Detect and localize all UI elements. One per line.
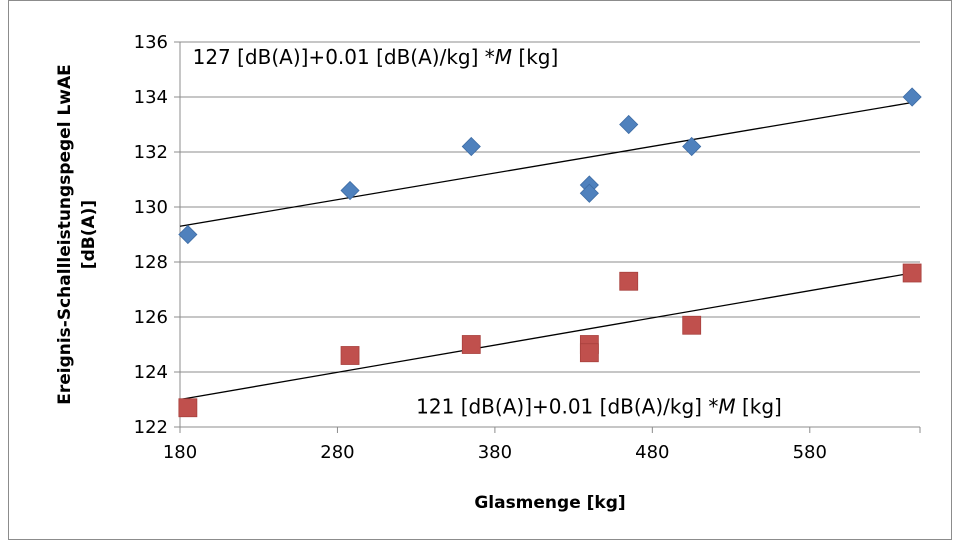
diamond-point bbox=[340, 180, 360, 201]
annotations: 127 [dB(A)]+0.01 [dB(A)/kg] *M [kg]121 [… bbox=[193, 45, 782, 418]
equation-text: 127 [dB(A)]+0.01 [dB(A)/kg] * bbox=[193, 45, 495, 69]
y-tick-label: 126 bbox=[134, 307, 168, 328]
diamond-point bbox=[178, 224, 198, 245]
trend-line-1 bbox=[179, 101, 913, 227]
x-tick-label: 180 bbox=[163, 442, 197, 463]
equation-variable: M bbox=[718, 394, 735, 418]
square-point bbox=[902, 263, 922, 283]
equation-variable: M bbox=[495, 45, 512, 69]
y-tick-label: 136 bbox=[134, 32, 168, 53]
trend-equation-2: 121 [dB(A)]+0.01 [dB(A)/kg] *M [kg] bbox=[416, 394, 782, 418]
equation-text: 121 [dB(A)]+0.01 [dB(A)/kg] * bbox=[416, 394, 718, 418]
diamond-point bbox=[619, 114, 639, 135]
y-tick-label: 132 bbox=[134, 142, 168, 163]
square-point bbox=[461, 335, 481, 354]
square-point bbox=[579, 343, 599, 363]
square-point bbox=[340, 346, 360, 365]
grid-lines bbox=[180, 41, 920, 373]
diamond-point bbox=[902, 87, 922, 107]
y-tick-label: 130 bbox=[134, 197, 168, 218]
y-axis-title-line: [dB(A)] bbox=[79, 200, 99, 269]
y-tick-label: 122 bbox=[134, 417, 168, 438]
square-point bbox=[178, 398, 198, 418]
trend-line-2 bbox=[179, 272, 913, 401]
y-axis-title: Ereignis-Schallleistungspegel LwAE [dB(A)… bbox=[55, 64, 99, 405]
square-point bbox=[619, 271, 639, 291]
x-axis-title: Glasmenge [kg] bbox=[474, 493, 625, 513]
square-point bbox=[682, 315, 702, 335]
x-tick-labels: 180 280 380 480 580 bbox=[163, 442, 827, 463]
x-tick-label: 380 bbox=[478, 442, 512, 463]
trend-equation-1: 127 [dB(A)]+0.01 [dB(A)/kg] *M [kg] bbox=[193, 45, 559, 69]
equation-unit: [kg] bbox=[512, 45, 558, 69]
x-tick-label: 580 bbox=[793, 442, 827, 463]
diamond-point bbox=[682, 136, 702, 157]
chart-frame bbox=[8, 0, 952, 540]
x-tick-label: 480 bbox=[635, 442, 669, 463]
trend-lines bbox=[179, 101, 913, 401]
y-axis-title-line: Ereignis-Schallleistungspegel LwAE bbox=[55, 64, 75, 405]
axes bbox=[174, 41, 921, 433]
x-tick-label: 280 bbox=[320, 442, 354, 463]
diamond-point bbox=[579, 183, 599, 203]
y-tick-label: 124 bbox=[134, 362, 168, 383]
diamond-point bbox=[461, 136, 481, 157]
y-tick-labels: 122 124 126 128 130 132 134 136 bbox=[134, 32, 168, 438]
data-points bbox=[178, 87, 922, 418]
y-tick-label: 134 bbox=[134, 87, 168, 108]
y-tick-label: 128 bbox=[134, 252, 168, 273]
y-axis-title-group: Ereignis-Schallleistungspegel LwAE [dB(A)… bbox=[55, 64, 99, 405]
equation-unit: [kg] bbox=[736, 394, 782, 418]
